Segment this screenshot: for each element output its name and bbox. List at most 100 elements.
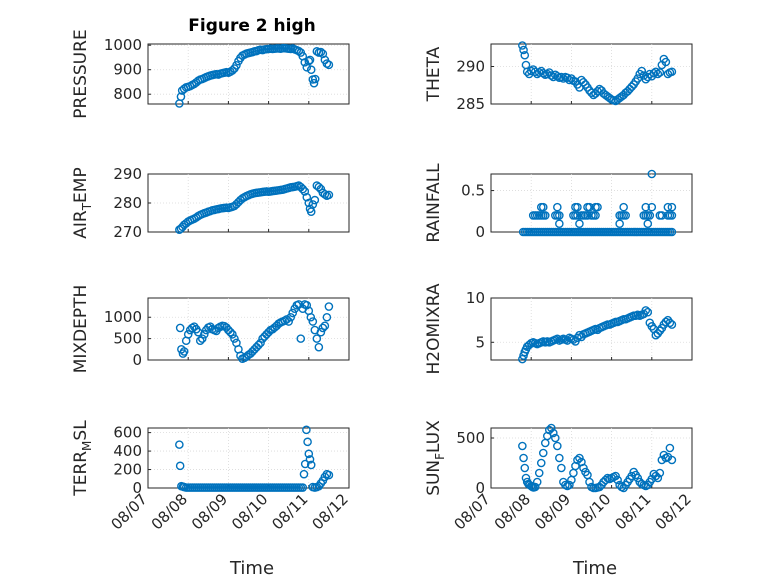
data-point [179, 347, 189, 356]
data-point [555, 219, 564, 229]
data-point [573, 202, 582, 212]
y-tick-label: 280 [113, 194, 142, 212]
data-point [585, 202, 594, 212]
chart-panel-5: 0 500 1000 MIXDEPTH [71, 285, 350, 374]
y-axis-label-tail: SL [71, 420, 91, 441]
x-axis-label-right: Time [572, 558, 617, 579]
data-point [308, 317, 318, 326]
y-axis-label-main: RAINFALL [424, 163, 444, 243]
data-point [520, 463, 530, 473]
chart-panel-2: 285 290 THETA [424, 41, 693, 113]
data-point [549, 72, 558, 82]
data-point [665, 318, 675, 328]
y-tick-label: 10 [466, 289, 485, 307]
data-point [320, 189, 330, 199]
data-point [641, 306, 651, 315]
x-tick-label-left: 08/09 [188, 490, 231, 533]
x-tick-label-right: 08/10 [571, 490, 614, 533]
data-point [613, 475, 622, 485]
data-point [294, 46, 304, 56]
x-tick-label-left: 08/07 [108, 490, 151, 533]
y-tick-label: 270 [113, 223, 142, 241]
y-axis-label: H2OMIXRA [424, 283, 444, 374]
x-tick-label-left: 08/11 [268, 490, 311, 533]
y-tick-label: 0 [475, 479, 485, 497]
data-point [314, 342, 324, 352]
data-point [667, 227, 677, 237]
data-point [553, 202, 562, 212]
y-axis-label-main: TERR [71, 451, 91, 497]
y-tick-label: 0 [475, 223, 485, 241]
data-point [232, 61, 241, 70]
data-point [645, 211, 655, 220]
data-point [300, 459, 310, 469]
x-tick-label-right: 08/07 [451, 490, 494, 533]
data-point [318, 323, 328, 333]
data-point [573, 455, 582, 465]
data-point [565, 75, 574, 85]
data-point [302, 425, 311, 435]
y-tick-label: 400 [113, 442, 142, 460]
data-point [593, 202, 602, 212]
data-point [306, 460, 316, 470]
x-tick-label-left: 08/10 [228, 490, 271, 533]
data-point [538, 448, 548, 458]
y-tick-label: 290 [113, 165, 142, 183]
data-point [559, 74, 568, 83]
plot-area [147, 427, 350, 489]
data-point [621, 211, 630, 220]
data-point [309, 78, 319, 88]
data-point [585, 477, 594, 487]
y-axis-label: MIXDEPTH [71, 285, 91, 374]
x-tick-label-right: 08/12 [652, 490, 695, 533]
data-point [579, 77, 588, 87]
data-point [254, 340, 263, 350]
data-point [324, 190, 334, 200]
y-axis-label-main: THETA [424, 46, 444, 102]
data-point [300, 187, 310, 196]
y-axis-label-tail: EMP [71, 167, 91, 203]
data-point [230, 334, 239, 343]
y-tick-label: 800 [113, 85, 142, 103]
data-point [195, 336, 205, 346]
data-point [641, 202, 651, 212]
data-point [324, 60, 334, 70]
data-point [661, 57, 671, 67]
data-point [302, 300, 312, 310]
data-point [284, 317, 294, 326]
data-point [256, 338, 265, 348]
chart-panel-4: 0 0.5 RAINFALL [424, 163, 693, 243]
data-point [175, 440, 184, 449]
y-tick-label: 900 [113, 61, 142, 79]
data-point [310, 195, 320, 205]
data-point [296, 334, 306, 343]
data-point [306, 65, 316, 75]
data-point [298, 184, 308, 194]
data-point [667, 455, 677, 465]
chart-panel-1: 800 900 1000 PRESSURE [71, 29, 350, 119]
data-point [312, 334, 322, 343]
y-tick-label: 0 [132, 351, 142, 369]
data-point [615, 219, 624, 229]
data-point [647, 169, 657, 179]
data-point [667, 67, 677, 77]
data-point [519, 45, 528, 55]
y-axis-label-main: MIXDEPTH [71, 285, 91, 374]
data-point [569, 335, 578, 344]
data-point [555, 211, 564, 220]
data-point [304, 449, 314, 459]
data-point [304, 56, 314, 66]
y-tick-label: 0.5 [461, 182, 485, 200]
data-point [228, 66, 237, 75]
data-point [651, 67, 661, 77]
data-point [579, 463, 588, 473]
data-point [175, 461, 185, 471]
x-tick-label-left: 08/08 [148, 490, 191, 533]
data-point [199, 330, 209, 339]
data-point [534, 468, 544, 478]
data-point [583, 211, 592, 220]
data-point [553, 441, 562, 451]
data-point [549, 428, 558, 438]
y-tick-label: 285 [456, 95, 485, 113]
